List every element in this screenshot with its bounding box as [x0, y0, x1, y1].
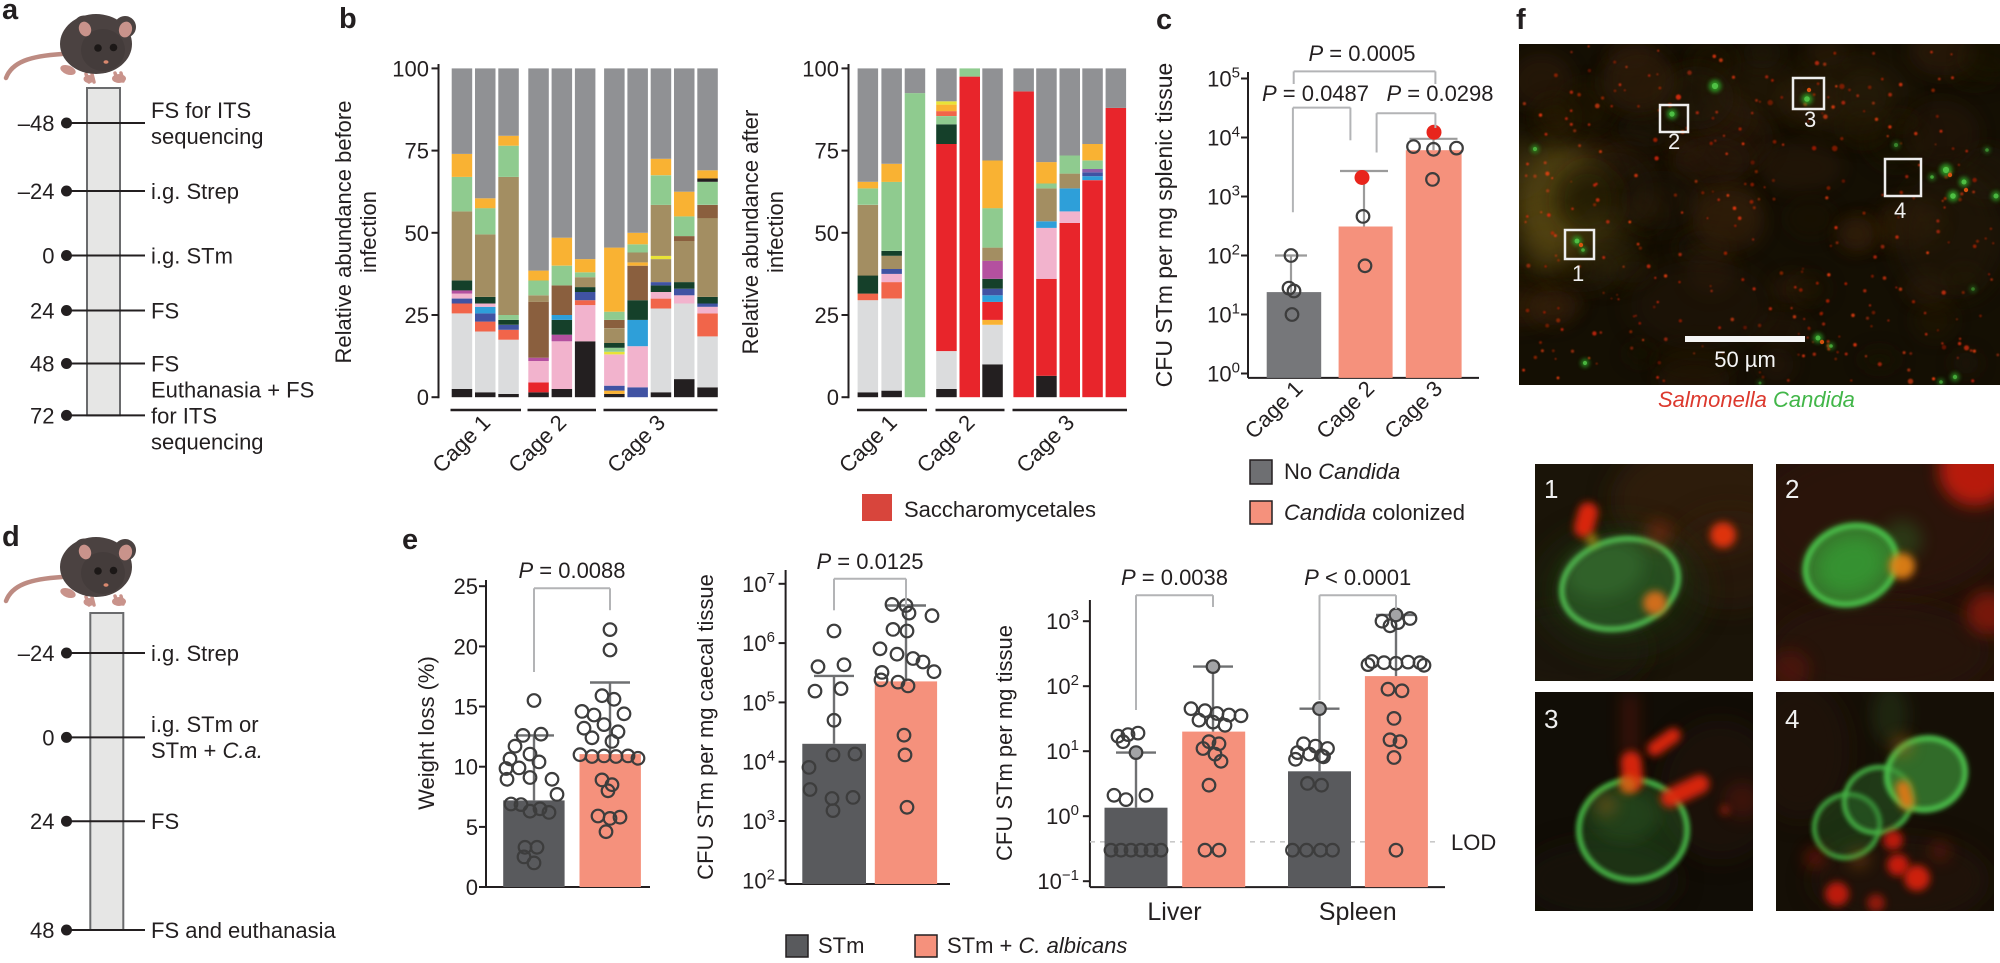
svg-text:107: 107: [742, 570, 775, 597]
svg-text:75: 75: [405, 139, 429, 164]
svg-text:4: 4: [1785, 704, 1799, 734]
svg-text:48: 48: [30, 918, 54, 943]
svg-text:0: 0: [827, 385, 839, 410]
svg-text:sequencing: sequencing: [151, 429, 264, 454]
svg-text:Euthanasia + FS: Euthanasia + FS: [151, 377, 314, 402]
svg-text:STm + C. albicans: STm + C. albicans: [947, 933, 1127, 958]
svg-text:CFU STm per mg tissue: CFU STm per mg tissue: [992, 625, 1017, 861]
svg-text:STm: STm: [818, 933, 864, 958]
svg-text:infection: infection: [763, 191, 788, 273]
svg-text:25: 25: [405, 303, 429, 328]
svg-text:Relative abundance before: Relative abundance before: [331, 101, 356, 364]
svg-text:for ITS: for ITS: [151, 403, 217, 428]
svg-text:f: f: [1516, 4, 1526, 36]
svg-text:25: 25: [454, 574, 478, 599]
svg-text:a: a: [2, 0, 19, 26]
svg-text:20: 20: [454, 634, 478, 659]
svg-text:25: 25: [815, 303, 839, 328]
svg-text:50 µm: 50 µm: [1714, 347, 1776, 372]
svg-text:FS: FS: [151, 352, 179, 377]
svg-text:P < 0.0001: P < 0.0001: [1304, 565, 1411, 590]
svg-text:Weight loss (%): Weight loss (%): [414, 656, 439, 810]
svg-text:48: 48: [30, 352, 54, 377]
svg-text:24: 24: [30, 299, 54, 324]
svg-text:–24: –24: [18, 179, 55, 204]
svg-text:72: 72: [30, 403, 54, 428]
svg-text:FS: FS: [151, 299, 179, 324]
svg-text:4: 4: [1894, 198, 1906, 223]
svg-text:5: 5: [466, 815, 478, 840]
svg-text:50: 50: [405, 221, 429, 246]
svg-text:P = 0.0125: P = 0.0125: [816, 549, 923, 574]
svg-text:P = 0.0005: P = 0.0005: [1308, 41, 1415, 66]
svg-text:i.g. Strep: i.g. Strep: [151, 179, 239, 204]
svg-text:i.g. Strep: i.g. Strep: [151, 641, 239, 666]
svg-text:–24: –24: [18, 641, 55, 666]
svg-text:No Candida: No Candida: [1284, 459, 1400, 484]
svg-text:e: e: [402, 524, 418, 556]
svg-text:P = 0.0487: P = 0.0487: [1262, 81, 1369, 106]
svg-text:102: 102: [742, 866, 775, 893]
svg-text:sequencing: sequencing: [151, 124, 264, 149]
svg-text:1: 1: [1544, 474, 1558, 504]
svg-text:CFU STm per mg splenic tissue: CFU STm per mg splenic tissue: [1151, 63, 1177, 388]
svg-text:1: 1: [1572, 261, 1584, 286]
svg-text:10: 10: [454, 755, 478, 780]
svg-text:Candida colonized: Candida colonized: [1284, 500, 1465, 525]
svg-text:i.g. STm or: i.g. STm or: [151, 712, 259, 737]
svg-text:i.g. STm: i.g. STm: [151, 244, 233, 269]
svg-text:infection: infection: [356, 191, 381, 273]
svg-text:Saccharomycetales: Saccharomycetales: [904, 497, 1096, 522]
svg-text:100: 100: [392, 56, 429, 81]
svg-text:P = 0.0088: P = 0.0088: [518, 558, 625, 583]
svg-text:0: 0: [466, 875, 478, 900]
svg-text:100: 100: [802, 56, 839, 81]
svg-text:3: 3: [1544, 704, 1558, 734]
svg-text:STm + C.a.: STm + C.a.: [151, 738, 263, 763]
svg-text:Spleen: Spleen: [1319, 898, 1397, 926]
svg-text:0: 0: [417, 385, 429, 410]
svg-text:3: 3: [1804, 107, 1816, 132]
svg-text:0: 0: [42, 725, 54, 750]
svg-text:b: b: [339, 3, 357, 35]
svg-text:106: 106: [742, 629, 775, 656]
svg-text:Salmonella Candida: Salmonella Candida: [1658, 387, 1855, 412]
svg-text:FS for ITS: FS for ITS: [151, 98, 251, 123]
svg-text:75: 75: [815, 139, 839, 164]
svg-text:c: c: [1156, 4, 1172, 36]
svg-text:–48: –48: [18, 111, 55, 136]
svg-text:0: 0: [42, 244, 54, 269]
svg-text:FS: FS: [151, 809, 179, 834]
svg-text:Relative abundance after: Relative abundance after: [738, 110, 763, 355]
svg-text:CFU STm per mg caecal tissue: CFU STm per mg caecal tissue: [693, 574, 718, 880]
svg-text:15: 15: [454, 695, 478, 720]
svg-text:2: 2: [1668, 129, 1680, 154]
svg-text:24: 24: [30, 809, 54, 834]
svg-text:FS and euthanasia: FS and euthanasia: [151, 918, 336, 943]
svg-text:d: d: [2, 521, 20, 553]
svg-text:P = 0.0298: P = 0.0298: [1386, 81, 1493, 106]
svg-text:50: 50: [815, 221, 839, 246]
svg-text:Liver: Liver: [1147, 898, 1201, 926]
svg-text:2: 2: [1785, 474, 1799, 504]
svg-text:P = 0.0038: P = 0.0038: [1121, 565, 1228, 590]
svg-text:LOD: LOD: [1451, 830, 1496, 855]
